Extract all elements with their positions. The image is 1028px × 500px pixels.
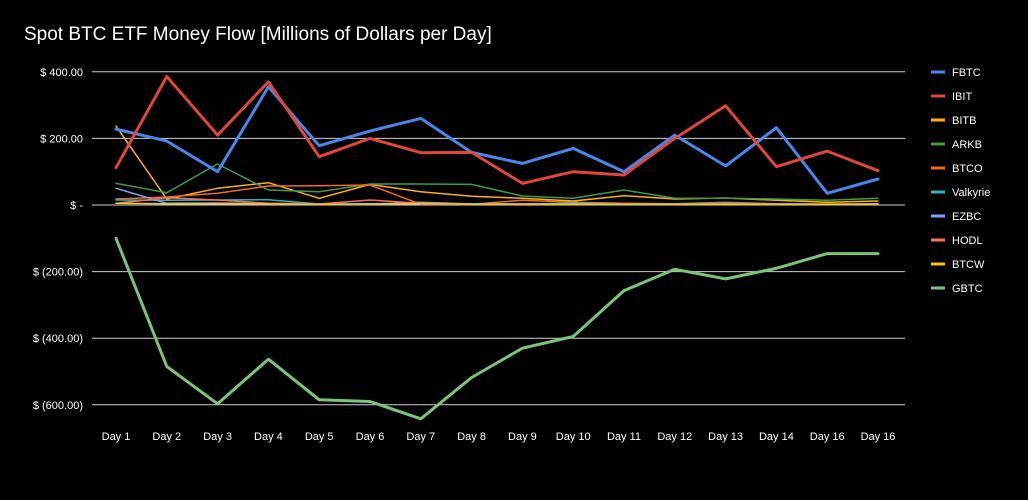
- x-tick-label: Day 3: [203, 431, 232, 443]
- legend: FBTC IBIT BITB ARKB BTCO Valkyrie EZBC HODL BTCW…: [931, 67, 990, 295]
- x-tick-label: Day 14: [759, 431, 794, 443]
- legend-label-valkyrie: Valkyrie: [952, 187, 990, 199]
- y-tick-label: $ -: [70, 200, 83, 212]
- y-tick-label: $ 400.00: [40, 67, 83, 79]
- x-tick-label: Day 1: [102, 431, 131, 443]
- x-tick-label: Day 11: [607, 431, 641, 443]
- legend-label-btcw: BTCW: [952, 259, 985, 271]
- legend-label-fbtc: FBTC: [952, 67, 981, 79]
- series-line-arkb: [115, 163, 879, 202]
- x-tick-label: Day 8: [457, 431, 486, 443]
- x-tick-label: Day 7: [406, 431, 435, 443]
- x-tick-label: Day 9: [508, 431, 537, 443]
- legend-label-btco: BTCO: [952, 163, 983, 175]
- x-tick-label: Day 12: [657, 431, 692, 443]
- x-tick-label: Day 10: [556, 431, 591, 443]
- legend-label-bitb: BITB: [952, 115, 976, 127]
- legend-label-gbtc: GBTC: [952, 283, 983, 295]
- series-lines: [114, 75, 880, 421]
- x-tick-label: Day 5: [305, 431, 334, 443]
- series-line-gbtc: [114, 236, 880, 421]
- y-tick-label: $ (400.00): [33, 333, 83, 345]
- legend-label-ibit: IBIT: [952, 91, 972, 103]
- x-tick-label: Day 4: [254, 431, 283, 443]
- x-tick-label: Day 16: [861, 431, 896, 443]
- series-line-ibit: [114, 75, 880, 185]
- y-axis: $ 400.00 $ 200.00 $ - $ (200.00) $ (400.00) $…: [33, 67, 83, 412]
- y-tick-label: $ 200.00: [40, 133, 83, 145]
- y-tick-label: $ (200.00): [33, 267, 83, 279]
- y-tick-label: $ (600.00): [33, 400, 83, 412]
- legend-label-ezbc: EZBC: [952, 211, 981, 223]
- chart-title: Spot BTC ETF Money Flow [Millions of Dol…: [24, 24, 492, 45]
- x-tick-label: Day 2: [152, 431, 181, 443]
- x-tick-label: Day 16: [810, 431, 845, 443]
- x-tick-label: Day 6: [356, 431, 385, 443]
- series-line-btcw: [115, 202, 879, 206]
- legend-label-hodl: HODL: [952, 235, 983, 247]
- x-tick-label: Day 13: [708, 431, 743, 443]
- x-axis: Day 1 Day 2 Day 3 Day 4 Day 5 Day 6 Day 7 Day 8…: [102, 431, 896, 443]
- legend-label-arkb: ARKB: [952, 139, 982, 151]
- series-line-fbtc: [114, 85, 880, 195]
- gridlines: [92, 71, 905, 406]
